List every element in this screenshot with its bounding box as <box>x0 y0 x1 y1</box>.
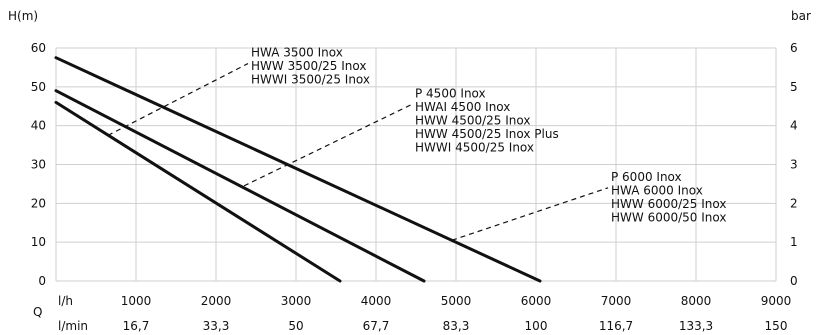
grid <box>55 47 777 282</box>
y-right-tick-label: 2 <box>790 196 798 210</box>
x-tick-label-lh: 3000 <box>281 294 312 308</box>
callout-leader-2 <box>243 103 413 187</box>
x-tick-label-lmin: 33,3 <box>203 319 230 333</box>
callout-model-label: P 6000 Inox <box>611 170 682 184</box>
y-left-tick-label: 0 <box>38 274 46 288</box>
y-left-tick-label: 20 <box>31 196 46 210</box>
x-tick-label-lmin: 83,3 <box>443 319 470 333</box>
callout-model-label: HWW 6000/25 Inox <box>611 197 726 211</box>
callout-model-label: HWWI 4500/25 Inox <box>415 140 534 154</box>
pump-curve-2 <box>54 89 426 283</box>
callout-model-label: HWAI 4500 Inox <box>415 100 510 114</box>
axis-labels: 0 0 10 1 20 2 30 3 40 4 50 5 60 6 H(m) bar l/h Ql/min 1000… <box>8 9 811 333</box>
callout-leader-1 <box>107 62 249 136</box>
x-tick-label-lh: 7000 <box>601 294 632 308</box>
y-left-axis-label: H(m) <box>8 9 38 23</box>
callout-model-label: HWW 3500/25 Inox <box>251 59 366 73</box>
x-tick-label-lh: 9000 <box>761 294 792 308</box>
x-tick-label-lmin: 50 <box>288 319 303 333</box>
x-tick-label-lmin: 67,7 <box>363 319 390 333</box>
callout-model-label: HWW 6000/50 Inox <box>611 210 726 224</box>
pump-curve-1 <box>54 100 342 283</box>
callout-model-label: HWW 4500/25 Inox Plus <box>415 127 559 141</box>
callout-leader-3 <box>451 187 609 241</box>
y-right-tick-label: 3 <box>790 158 798 172</box>
callout-model-label: P 4500 Inox <box>415 86 486 100</box>
x-tick-label-lmin: 133,3 <box>679 319 713 333</box>
pump-curves <box>54 56 542 283</box>
y-right-tick-label: 0 <box>790 274 798 288</box>
x-unit-lh: l/h <box>58 294 73 308</box>
y-left-tick-label: 50 <box>31 80 46 94</box>
y-left-tick-label: 40 <box>31 119 46 133</box>
x-unit-lmin: l/min <box>58 319 88 333</box>
callout-leaders <box>107 62 609 241</box>
callout-model-label: HWW 4500/25 Inox <box>415 113 530 127</box>
y-left-tick-label: 60 <box>31 41 46 55</box>
x-tick-label-lh: 4000 <box>361 294 392 308</box>
x-tick-label-lh: 1000 <box>121 294 152 308</box>
y-left-tick-label: 30 <box>31 158 46 172</box>
x-tick-label-lmin: 16,7 <box>123 319 150 333</box>
x-tick-label-lmin: 100 <box>525 319 548 333</box>
y-left-tick-label: 10 <box>31 235 46 249</box>
x-tick-label-lh: 6000 <box>521 294 552 308</box>
y-right-tick-label: 4 <box>790 119 798 133</box>
callout-model-label: HWA 3500 Inox <box>251 46 343 60</box>
x-symbol: Q <box>33 305 42 319</box>
pump-curve-3 <box>54 56 542 283</box>
x-tick-label-lmin: 150 <box>765 319 788 333</box>
y-right-tick-label: 1 <box>790 235 798 249</box>
x-tick-label-lmin: 116,7 <box>599 319 633 333</box>
y-right-tick-label: 5 <box>790 80 798 94</box>
y-right-tick-label: 6 <box>790 41 798 55</box>
y-right-axis-label: bar <box>791 9 811 23</box>
callout-model-label: HWA 6000 Inox <box>611 183 703 197</box>
x-tick-label-lh: 5000 <box>441 294 472 308</box>
x-tick-label-lh: 2000 <box>201 294 232 308</box>
x-tick-label-lh: 8000 <box>681 294 712 308</box>
callout-model-label: HWWI 3500/25 Inox <box>251 73 370 87</box>
